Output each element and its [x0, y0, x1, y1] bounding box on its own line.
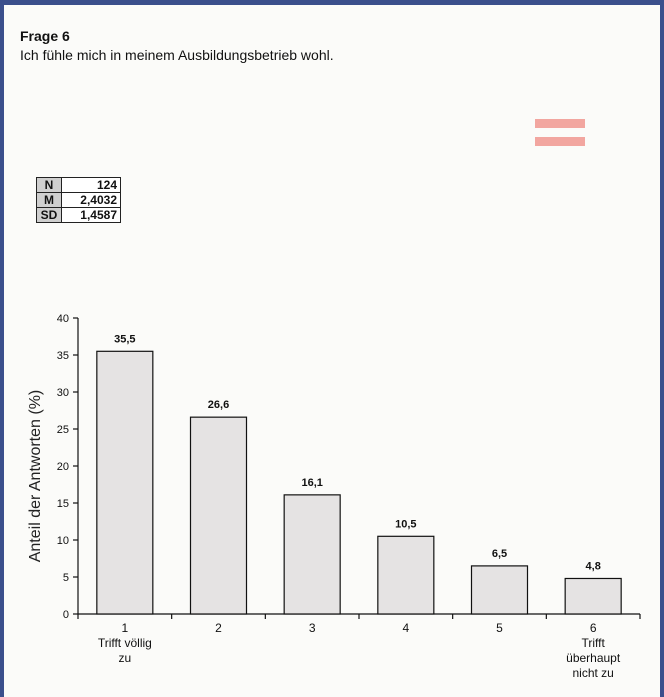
question-text: Ich fühle mich in meinem Ausbildungsbetr… [20, 47, 334, 63]
bar-value-label: 10,5 [395, 518, 416, 530]
y-tick-label: 30 [57, 387, 69, 399]
x-tick-label: 4 [402, 621, 409, 635]
y-tick-label: 15 [57, 498, 69, 510]
bar [377, 535, 435, 615]
bar [189, 416, 248, 615]
stats-table: N 124 M 2,4032 SD 1,4587 [36, 177, 121, 223]
y-axis-label: Anteil der Antworten (%) [27, 390, 44, 563]
x-tick-label: 6 [590, 621, 597, 635]
stats-key: N [36, 177, 62, 193]
bar-value-label: 6,5 [492, 548, 507, 560]
y-tick-label: 10 [57, 535, 69, 547]
stats-value: 1,4587 [61, 207, 121, 223]
bar-value-label: 26,6 [208, 399, 229, 411]
stats-row-sd: SD 1,4587 [36, 207, 121, 223]
bar-value-label: 16,1 [301, 477, 322, 489]
question-title: Frage 6 [20, 28, 70, 44]
decorative-stripe-top [535, 119, 585, 128]
x-tick-sublabel: Trifft völlig [98, 636, 152, 650]
x-tick-label: 3 [309, 621, 316, 635]
y-tick-label: 25 [57, 424, 69, 436]
x-tick-sublabel: Trifft [581, 636, 605, 650]
bar [470, 565, 529, 615]
stats-row-m: M 2,4032 [36, 192, 121, 208]
chart-bars [96, 350, 622, 615]
stats-value: 2,4032 [61, 192, 121, 208]
y-tick-label: 40 [57, 313, 69, 325]
x-tick-label: 5 [496, 621, 503, 635]
x-tick-label: 2 [215, 621, 222, 635]
bar [283, 494, 341, 615]
x-tick-sublabel: überhaupt [566, 651, 621, 665]
stats-key: M [36, 192, 62, 208]
y-tick-label: 5 [63, 572, 69, 584]
y-tick-label: 35 [57, 350, 69, 362]
y-tick-label: 20 [57, 461, 69, 473]
x-tick-sublabel: nicht zu [572, 666, 613, 680]
bar [564, 577, 622, 615]
stats-key: SD [36, 207, 62, 223]
bar [96, 350, 154, 615]
decorative-stripe-bottom [535, 137, 585, 146]
chart-axes [73, 317, 641, 619]
x-tick-label: 1 [121, 621, 128, 635]
y-tick-label: 0 [63, 609, 69, 621]
bar-value-label: 35,5 [114, 333, 135, 345]
x-tick-sublabel: zu [118, 651, 131, 665]
bar-value-label: 4,8 [586, 560, 601, 572]
